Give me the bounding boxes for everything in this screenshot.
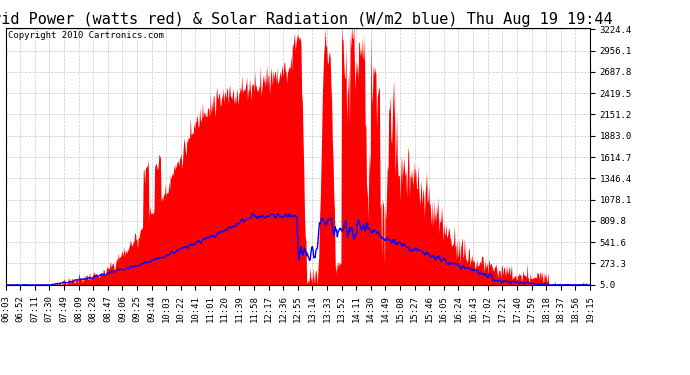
Text: Copyright 2010 Cartronics.com: Copyright 2010 Cartronics.com bbox=[8, 31, 164, 40]
Title: Grid Power (watts red) & Solar Radiation (W/m2 blue) Thu Aug 19 19:44: Grid Power (watts red) & Solar Radiation… bbox=[0, 12, 613, 27]
